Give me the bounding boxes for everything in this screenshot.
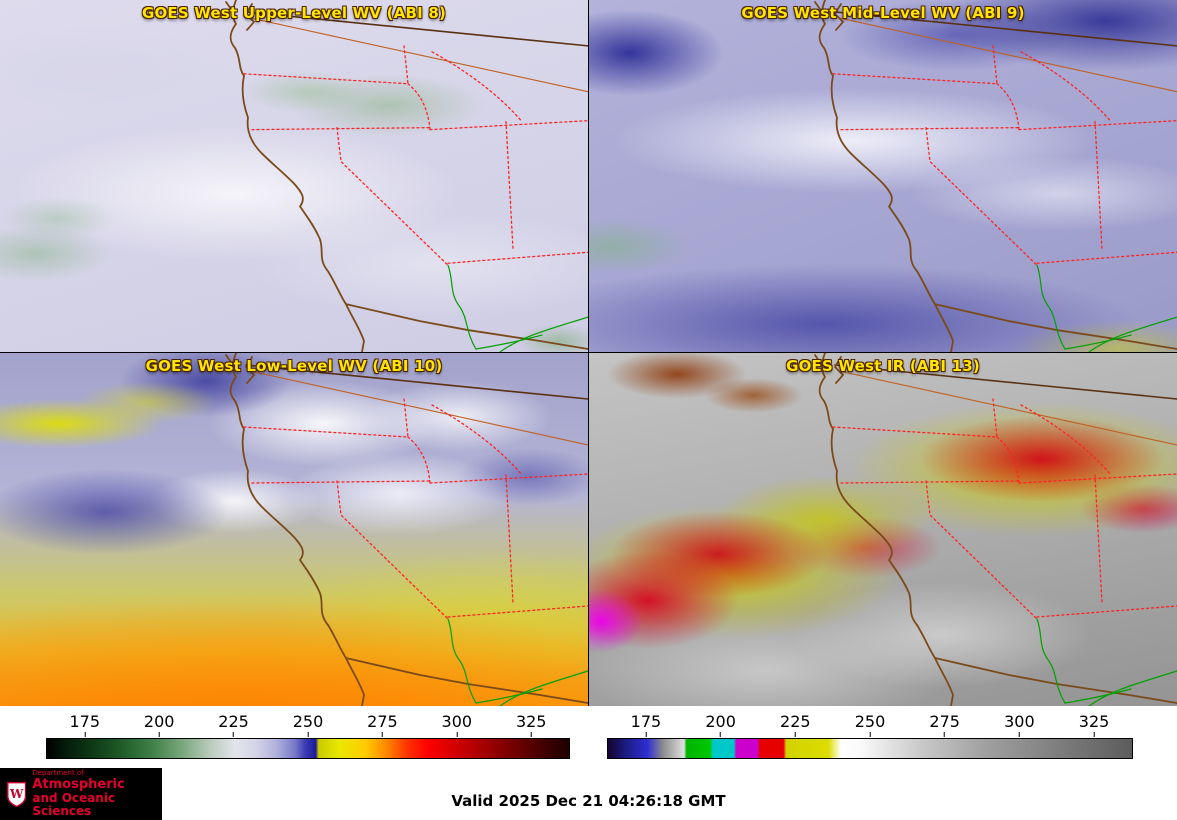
tick-label: 175: [631, 714, 662, 737]
logo-line-oceanic: and Oceanic Sciences: [32, 790, 116, 818]
tick-label: 200: [705, 714, 736, 737]
aos-department-logo[interactable]: W Department of Atmospheric and Oceanic …: [0, 768, 162, 820]
colorbar-footer: 175 200 225 250 275 300 325 175 200 225 …: [0, 706, 1177, 820]
tick-label: 325: [516, 714, 547, 737]
map-overlay: [814, 353, 1177, 706]
tick-label: 225: [780, 714, 811, 737]
tick-label: 250: [855, 714, 886, 737]
valid-timestamp: Valid 2025 Dec 21 04:26:18 GMT: [451, 792, 726, 810]
colorbar-wv-gradient: [46, 738, 570, 759]
quadrant-grid: GOES West Upper-Level WV (ABI 8) GOES We…: [0, 0, 1177, 706]
logo-text: Department of Atmospheric and Oceanic Sc…: [32, 768, 155, 818]
colorbar-ir-gradient: [607, 738, 1133, 759]
logo-line-department: Department of: [32, 768, 84, 777]
panel-low-level-wv[interactable]: GOES West Low-Level WV (ABI 10): [0, 353, 588, 706]
tick-label: 250: [293, 714, 324, 737]
tick-label: 275: [367, 714, 398, 737]
map-overlay: [225, 353, 588, 706]
colorbar-ir-ticks: 175 200 225 250 275 300 325: [607, 712, 1133, 738]
map-overlay: [814, 0, 1177, 352]
uw-crest-icon: W: [7, 781, 27, 807]
logo-line-atmospheric: Atmospheric: [32, 776, 125, 792]
colorbar-ir: 175 200 225 250 275 300 325: [607, 712, 1133, 759]
tick-label: 225: [218, 714, 249, 737]
svg-text:W: W: [9, 787, 24, 801]
colorbar-wv: 175 200 225 250 275 300 325: [46, 712, 570, 759]
tick-label: 325: [1079, 714, 1110, 737]
tick-label: 275: [929, 714, 960, 737]
tick-label: 300: [442, 714, 473, 737]
tick-label: 175: [69, 714, 100, 737]
panel-mid-level-wv[interactable]: GOES West Mid-Level WV (ABI 9): [589, 0, 1177, 352]
tick-label: 300: [1004, 714, 1035, 737]
colorbar-wv-ticks: 175 200 225 250 275 300 325: [46, 712, 570, 738]
panel-upper-level-wv[interactable]: GOES West Upper-Level WV (ABI 8): [0, 0, 588, 352]
panel-ir[interactable]: GOES West IR (ABI 13): [589, 353, 1177, 706]
map-overlay: [225, 0, 588, 352]
tick-label: 200: [144, 714, 175, 737]
